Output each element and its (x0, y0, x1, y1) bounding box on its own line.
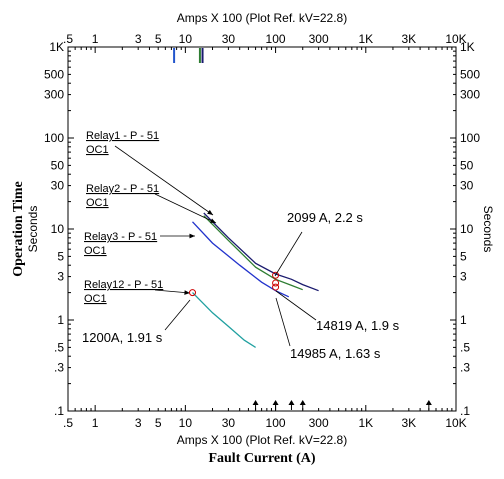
annotation-leader (275, 290, 317, 321)
bottom-arrow-head (252, 400, 259, 405)
relay-curve-3 (192, 221, 290, 298)
y-axis-title-main: Operation Time (11, 181, 26, 277)
y-tick-label-left: 100 (44, 131, 64, 145)
y-tick-label-left: 10 (51, 222, 65, 236)
y-tick-label-left: .3 (54, 361, 64, 375)
fault-marker (272, 283, 280, 291)
x-axis-title-top: Amps X 100 (Plot Ref. kV=22.8) (177, 11, 347, 25)
x-tick-label-bottom: 5 (155, 416, 162, 430)
x-tick-label-bottom: 30 (222, 416, 236, 430)
relay-label-name: Relay1 - P - 51 (86, 130, 159, 142)
x-tick-label-bottom: 1 (92, 416, 99, 430)
y-tick-label-right: 5 (460, 249, 467, 263)
relay-label-sub: OC1 (84, 245, 107, 257)
x-tick-label-bottom: 10K (445, 416, 466, 430)
y-tick-label-right: .3 (460, 361, 470, 375)
x-tick-label-bottom: 10 (179, 416, 193, 430)
y-tick-label-right: .5 (460, 340, 470, 354)
y-tick-label-left: 1 (57, 313, 64, 327)
x-tick-label-top: 5 (155, 32, 162, 46)
annotations: 2099 A, 2.2 s 14819 A, 1.9 s 14985 A, 1.63… (82, 210, 400, 361)
annotation-leader (274, 231, 303, 277)
y-tick-label-right: 1K (460, 40, 475, 54)
y-axis-title-sub: Seconds (26, 206, 40, 253)
y-axis-title-right: Seconds (481, 206, 495, 253)
relay-leader-line (154, 193, 217, 224)
x-tick-label-top: 3K (401, 32, 416, 46)
y-tick-label-right: 1 (460, 313, 467, 327)
relay-curves (192, 212, 319, 348)
x-tick-label-top: 100 (266, 32, 286, 46)
x-tick-label-bottom: 1K (358, 416, 373, 430)
annotation-label: 2099 A, 2.2 s (287, 210, 363, 225)
fault-markers (189, 271, 280, 297)
bottom-arrow-head (299, 400, 306, 405)
y-tick-label-right: 10 (460, 222, 474, 236)
y-tick-label-left: 30 (51, 179, 65, 193)
y-tick-label-left: 300 (44, 88, 64, 102)
x-tick-label-top: 10 (179, 32, 193, 46)
axis-ticks (67, 46, 456, 412)
relay-leader-arrowhead (189, 233, 195, 239)
y-tick-label-right: .1 (460, 404, 470, 418)
y-tick-label-left: 1K (49, 40, 64, 54)
y-tick-label-right: 30 (460, 179, 474, 193)
x-tick-label-top: 300 (309, 32, 329, 46)
x-axis-title-main: Fault Current (A) (208, 451, 315, 466)
relay-leader-arrowhead (210, 218, 216, 223)
fault-marker (272, 279, 280, 287)
x-axis-title-bottom: Amps X 100 (Plot Ref. kV=22.8) (177, 433, 347, 447)
relay-curve-2 (203, 215, 303, 291)
x-tick-label-bottom: 3K (401, 416, 416, 430)
axis-extras (173, 48, 432, 410)
y-tick-label-left: 500 (44, 67, 64, 81)
x-tick-label-top: 1 (92, 32, 99, 46)
x-tick-label-bottom: .5 (63, 416, 73, 430)
tick-labels: .5.5113355101030301001003003001K1K3K3K10… (44, 32, 480, 430)
bottom-arrow-head (425, 400, 432, 405)
relay-labels: Relay1 - P - 51 OC1 Relay2 - P - 51 OC1 Rela… (84, 130, 217, 305)
y-tick-label-right: 50 (460, 158, 474, 172)
x-tick-label-bottom: 3 (135, 416, 142, 430)
x-tick-label-top: 1K (358, 32, 373, 46)
annotation-leader (164, 299, 191, 331)
relay-leader-line (154, 289, 191, 294)
relay-label-name: Relay2 - P - 51 (86, 183, 159, 195)
bottom-arrow-head (272, 400, 279, 405)
x-tick-label-bottom: 300 (309, 416, 329, 430)
fault-marker (189, 289, 197, 297)
annotation-label: 14985 A, 1.63 s (290, 346, 381, 361)
y-tick-label-left: 3 (57, 270, 64, 284)
x-tick-label-bottom: 100 (266, 416, 286, 430)
y-tick-label-right: 3 (460, 270, 467, 284)
relay-leader-arrowhead (184, 290, 190, 295)
annotation-leader (275, 297, 291, 347)
y-tick-label-right: 100 (460, 131, 480, 145)
relay-leader-arrowhead (207, 209, 213, 215)
x-tick-label-top: 10K (445, 32, 466, 46)
relay-leader-line (114, 145, 214, 216)
relay-label-name: Relay3 - P - 51 (84, 231, 157, 243)
fault-marker (272, 271, 280, 279)
y-tick-label-left: .1 (54, 404, 64, 418)
y-tick-label-right: 500 (460, 67, 480, 81)
plot-frame (67, 46, 457, 412)
relay-curve-4 (192, 292, 256, 348)
y-tick-label-left: 5 (57, 249, 64, 263)
annotation-label: 14819 A, 1.9 s (316, 318, 400, 333)
y-tick-label-left: 50 (51, 158, 65, 172)
relay-curve-1 (203, 212, 319, 292)
x-tick-label-top: 3 (135, 32, 142, 46)
x-tick-label-top: .5 (63, 32, 73, 46)
bottom-arrow-head (288, 400, 295, 405)
relay-label-sub: OC1 (84, 293, 107, 305)
x-tick-label-top: 30 (222, 32, 236, 46)
y-tick-label-right: 300 (460, 88, 480, 102)
relay-label-sub: OC1 (86, 197, 109, 209)
y-tick-label-left: .5 (54, 340, 64, 354)
relay-label-sub: OC1 (86, 144, 109, 156)
relay-label-name: Relay12 - P - 51 (84, 279, 163, 291)
annotation-label: 1200A, 1.91 s (82, 330, 163, 345)
